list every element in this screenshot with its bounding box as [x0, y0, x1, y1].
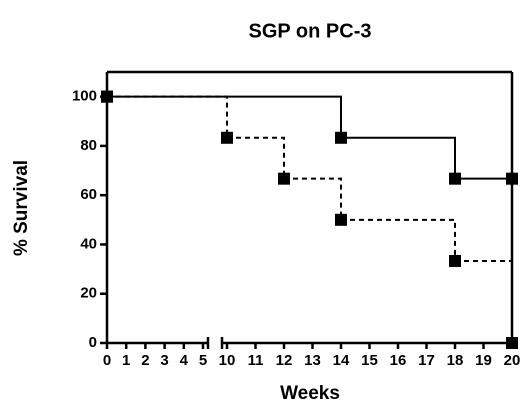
marker	[449, 172, 461, 185]
x-tick-label: 16	[390, 352, 407, 369]
x-tick-label: 1	[122, 352, 130, 369]
x-tick-label: 2	[141, 352, 149, 369]
y-tick-label: 20	[80, 285, 97, 302]
x-tick-label: 14	[333, 352, 350, 369]
x-tick-label: 20	[504, 352, 521, 369]
x-axis-label: Weeks	[280, 383, 340, 404]
marker	[221, 131, 233, 144]
step-line	[107, 95, 228, 138]
x-tick-label: 12	[276, 352, 293, 369]
x-tick-label: 10	[219, 352, 236, 369]
x-tick-label: 17	[418, 352, 435, 369]
step-line	[227, 136, 285, 179]
marker	[506, 337, 518, 349]
marker	[335, 131, 347, 144]
y-tick-label: 80	[80, 137, 97, 154]
x-tick-label: 5	[199, 352, 207, 369]
x-tick-label: 13	[304, 352, 321, 369]
x-tick-label: 4	[180, 352, 189, 369]
x-tick-label: 19	[475, 352, 492, 369]
x-tick-label: 0	[103, 352, 111, 369]
marker	[506, 172, 518, 185]
y-tick-label: 40	[80, 235, 97, 252]
x-tick-label: 3	[160, 352, 168, 369]
step-line	[284, 177, 342, 220]
x-tick-label: 18	[447, 352, 464, 369]
marker	[101, 90, 113, 103]
marker	[278, 172, 290, 185]
step-line	[341, 218, 456, 261]
y-tick-label: 60	[80, 186, 97, 203]
x-tick-label: 11	[248, 352, 264, 369]
step-line	[341, 136, 456, 179]
y-axis-label: % Survival	[11, 160, 32, 256]
x-tick-label: 15	[361, 352, 378, 369]
chart-title: SGP on PC-3	[249, 20, 372, 42]
marker	[335, 213, 347, 226]
step-line	[455, 259, 513, 343]
y-tick-label: 0	[89, 334, 97, 351]
y-tick-label: 100	[72, 88, 97, 105]
marker	[449, 254, 461, 267]
step-line	[107, 95, 342, 138]
